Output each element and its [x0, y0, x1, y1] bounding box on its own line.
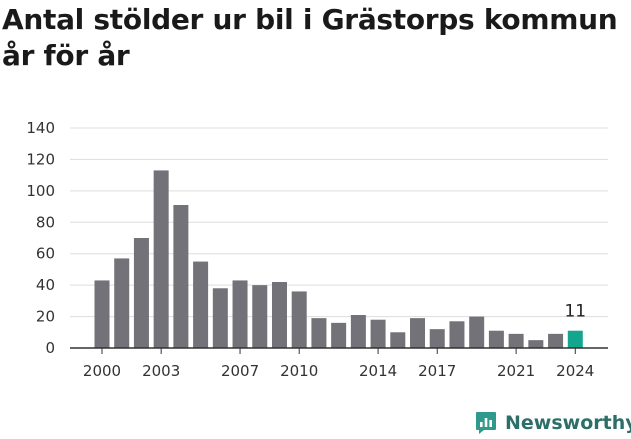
y-tick-label: 20 — [36, 308, 55, 326]
gridlines — [70, 127, 608, 318]
y-tick-label: 60 — [36, 245, 55, 263]
x-tick-label: 2021 — [497, 362, 535, 380]
newsworthy-logo-icon — [476, 412, 496, 434]
data-label-2024: 11 — [564, 302, 586, 322]
y-tick-label: 40 — [36, 276, 55, 294]
x-tick-label: 2014 — [359, 362, 397, 380]
y-tick-label: 80 — [36, 213, 55, 231]
x-tick-label: 2003 — [142, 362, 180, 380]
bar-2009 — [271, 282, 287, 348]
bar-2008 — [252, 285, 268, 348]
bar-2015 — [390, 332, 406, 348]
bar-2012 — [331, 322, 347, 348]
x-axis-tick-labels: 2000 2003 2007 2010 2014 2017 2021 2024 — [83, 348, 594, 380]
bar-2006 — [212, 288, 228, 348]
bar-2020 — [488, 330, 504, 348]
bar-2010 — [291, 291, 307, 348]
bar-2016 — [410, 318, 426, 348]
y-tick-label: 120 — [26, 150, 55, 168]
bar-2004 — [173, 205, 189, 348]
y-tick-label: 100 — [26, 182, 55, 200]
bar-2011 — [311, 318, 327, 348]
chart-title-line-1: Antal stölder ur bil i Grästorps kommun — [2, 3, 618, 36]
bar-2007 — [232, 280, 248, 348]
bar-2005 — [193, 261, 209, 348]
bars — [94, 170, 583, 348]
bar-2024 — [567, 330, 583, 348]
bar-2003 — [153, 170, 169, 348]
x-tick-label: 2024 — [556, 362, 594, 380]
x-tick-label: 2000 — [83, 362, 121, 380]
bar-2013 — [350, 315, 366, 348]
bar-2002 — [133, 238, 149, 348]
newsworthy-brand: Newsworthy — [475, 408, 631, 438]
bar-2019 — [469, 316, 485, 348]
bar-2000 — [94, 280, 110, 348]
bar-2018 — [449, 321, 465, 348]
bar-2001 — [114, 258, 130, 348]
bar-2021 — [508, 333, 524, 348]
x-tick-label: 2017 — [418, 362, 456, 380]
chart-title-line-2: år för år — [2, 39, 130, 72]
bar-2023 — [548, 333, 564, 348]
brand-name: Newsworthy — [505, 412, 631, 434]
y-tick-label: 140 — [26, 119, 55, 137]
x-tick-label: 2007 — [221, 362, 259, 380]
bar-2022 — [528, 340, 544, 348]
x-tick-label: 2010 — [280, 362, 318, 380]
y-axis-tick-labels: 0 20 40 60 80 100 120 140 — [26, 119, 55, 357]
data-labels: 11 — [564, 302, 586, 322]
y-tick-label: 0 — [45, 339, 55, 357]
chart-title: Antal stölder ur bil i Grästorps kommun … — [2, 2, 627, 74]
bar-2014 — [370, 319, 386, 348]
bar-2017 — [429, 329, 445, 348]
